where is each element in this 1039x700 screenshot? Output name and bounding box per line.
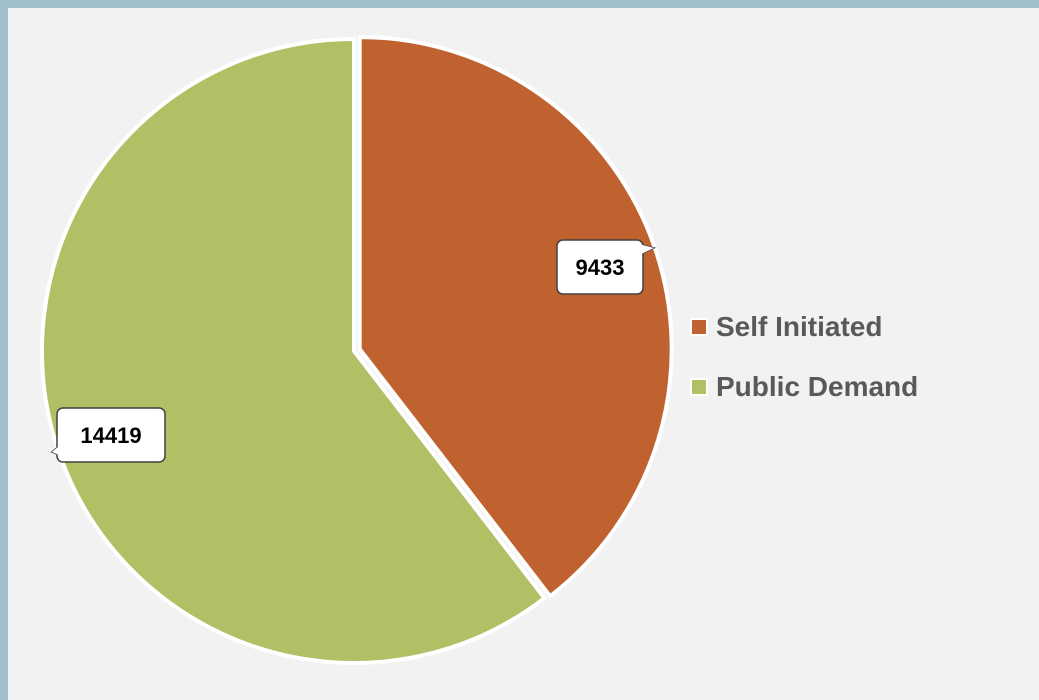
pie-slices	[40, 35, 674, 665]
legend-label-public-demand: Public Demand	[716, 371, 919, 402]
callout-pointer-fill	[52, 446, 71, 460]
data-label-text-public-demand: 14419	[80, 423, 141, 448]
callout-box	[56, 407, 166, 463]
data-label-text-self-initiated: 9433	[576, 255, 625, 280]
legend-item-public-demand[interactable]: Public Demand	[690, 368, 918, 406]
pie-data-labels: 9433 14419	[50, 239, 657, 463]
pie-slice-self-initiated[interactable]	[357, 35, 674, 599]
callout-box	[556, 239, 644, 295]
chart-area: 9433 14419 Self Initiated Public Demand	[8, 8, 1039, 700]
legend-swatch-public-demand	[690, 378, 708, 396]
callout-pointer-fill	[631, 242, 654, 254]
pie-chart: 9433 14419	[40, 35, 674, 665]
data-label-public-demand: 14419	[50, 407, 166, 463]
legend-label-self-initiated: Self Initiated	[716, 311, 883, 342]
data-label-self-initiated: 9433	[556, 239, 657, 295]
legend-swatch-self-initiated	[690, 318, 708, 336]
legend-item-self-initiated[interactable]: Self Initiated	[690, 308, 918, 346]
chart-legend: Self Initiated Public Demand	[690, 308, 918, 428]
